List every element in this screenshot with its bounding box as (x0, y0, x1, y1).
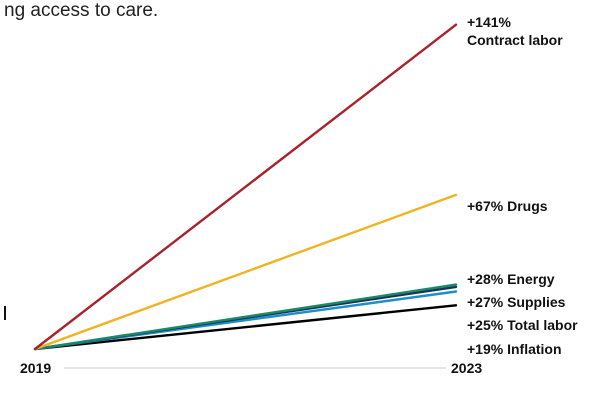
x-axis: 2019 2023 (20, 360, 482, 376)
series-line-contract-labor (33, 23, 458, 351)
series-lines (33, 23, 458, 351)
series-label-contract-labor: +141% (467, 14, 512, 30)
series-label-energy: +28% Energy (467, 271, 555, 287)
x-tick-label-2023: 2023 (451, 360, 482, 376)
series-label-drugs: +67% Drugs (467, 198, 548, 214)
series-labels: +141% Contract labor +67% Drugs +28% Energy… (467, 14, 578, 357)
series-label-supplies: +27% Supplies (467, 294, 566, 310)
intro-text: ng access to care. (4, 0, 159, 21)
series-line-energy (33, 283, 458, 351)
series-label-inflation: +19% Inflation (467, 341, 562, 357)
series-label-contract-labor-name: Contract labor (467, 32, 563, 48)
series-line-drugs (33, 193, 458, 351)
series-label-total-labor: +25% Total labor (467, 317, 578, 333)
x-tick-label-2019: 2019 (20, 360, 51, 376)
margin-mark (4, 306, 6, 320)
series-line-inflation (33, 304, 458, 351)
